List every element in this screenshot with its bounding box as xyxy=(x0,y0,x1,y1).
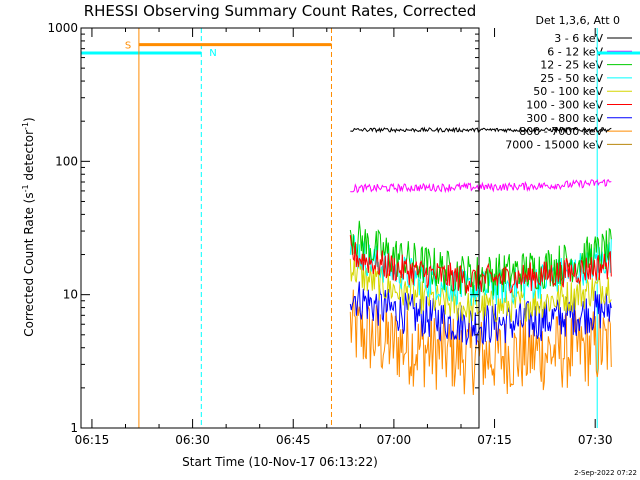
y-tick-label: 100 xyxy=(55,154,78,168)
y-tick-label: 10 xyxy=(63,288,78,302)
series-line xyxy=(349,289,612,396)
legend-label: 50 - 100 keV xyxy=(533,85,603,98)
legend-title: Det 1,3,6, Att 0 xyxy=(536,14,620,27)
saa-label: S xyxy=(125,41,131,52)
night-label: N xyxy=(209,48,216,59)
timestamp: 2-Sep-2022 07:22 xyxy=(574,469,637,477)
series-line xyxy=(349,235,612,294)
y-tick-label: 1 xyxy=(70,421,78,435)
series-line xyxy=(350,126,612,134)
series-line xyxy=(349,257,612,324)
x-axis-label: Start Time (10-Nov-17 06:13:22) xyxy=(182,455,378,469)
y-axis-label: Corrected Count Rate (s-1 detector-1) xyxy=(21,117,36,336)
legend-label: 6 - 12 keV xyxy=(547,45,603,58)
axes: 06:1506:3006:4507:0007:1507:3007:4511010… xyxy=(47,21,613,447)
x-tick-label: 07:15 xyxy=(477,433,512,447)
x-tick-label: 06:15 xyxy=(75,433,110,447)
x-tick-label: 06:45 xyxy=(276,433,311,447)
chart-title: RHESSI Observing Summary Count Rates, Co… xyxy=(84,2,477,20)
legend-label: 300 - 800 keV xyxy=(526,112,603,125)
x-tick-label: 07:00 xyxy=(377,433,412,447)
legend-label: 12 - 25 keV xyxy=(540,59,603,72)
x-tick-label: 06:30 xyxy=(175,433,210,447)
legend-label: 3 - 6 keV xyxy=(554,32,603,45)
legend-label: 25 - 50 keV xyxy=(540,72,603,85)
series-line xyxy=(350,178,612,194)
plot-area: NS xyxy=(80,28,640,428)
plot-frame xyxy=(80,27,480,429)
y-tick-label: 1000 xyxy=(47,21,78,35)
legend-label: 100 - 300 keV xyxy=(526,99,603,112)
x-tick-label: 07:30 xyxy=(578,433,613,447)
legend-label: 7000 - 15000 keV xyxy=(505,138,603,151)
